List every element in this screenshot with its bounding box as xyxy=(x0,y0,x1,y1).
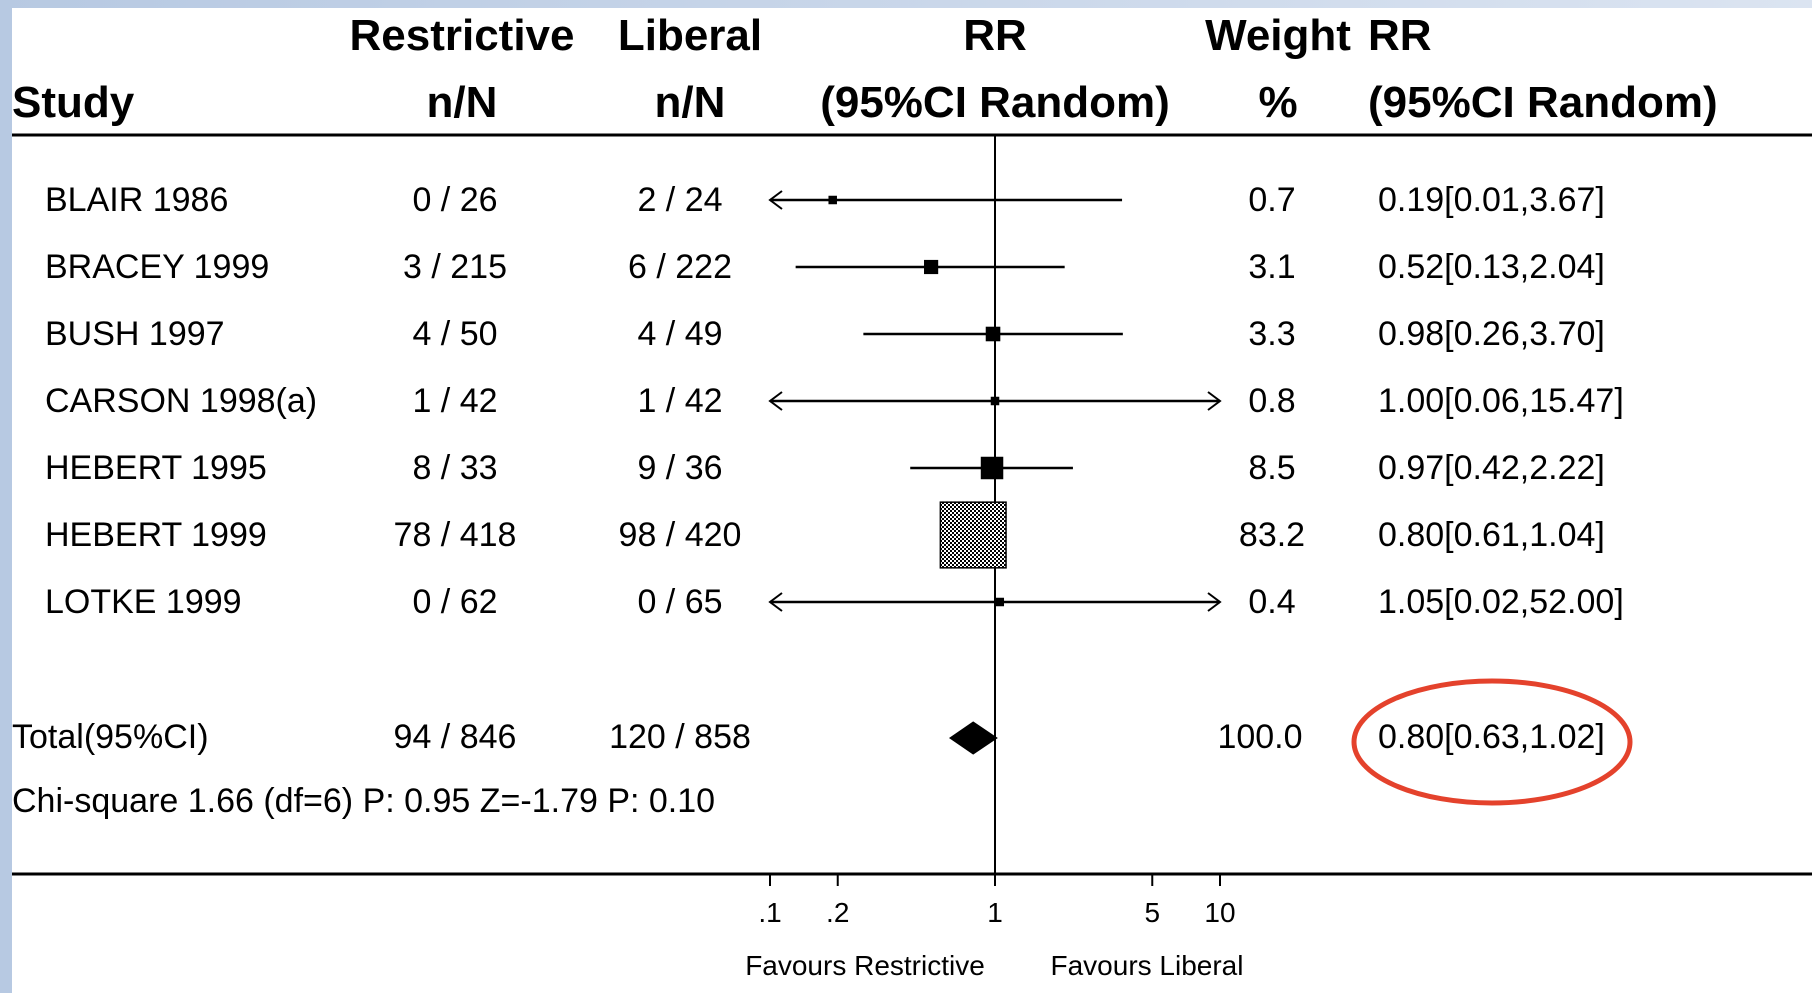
row-2: BUSH 1997 4 / 50 4 / 49 3.3 0.98[0.26,3.… xyxy=(45,315,1605,353)
x-tick-label: .2 xyxy=(826,897,849,928)
header-rr2: RR xyxy=(1368,11,1432,60)
heterogeneity-text: Chi-square 1.66 (df=6) P: 0.95 Z=-1.79 P… xyxy=(12,782,715,820)
study-name: LOTKE 1999 xyxy=(45,583,242,621)
weight-value: 3.3 xyxy=(1248,315,1295,353)
favours-liberal-label: Favours Liberal xyxy=(1051,950,1244,981)
point-estimate-box xyxy=(995,597,1005,607)
point-estimate-box xyxy=(939,501,1007,569)
restrictive-count: 3 / 215 xyxy=(403,248,507,286)
forest-plot-panel xyxy=(12,8,1812,993)
rr-ci-text: 0.19[0.01,3.67] xyxy=(1378,181,1605,219)
total-restrictive-count: 94 / 846 xyxy=(394,718,517,756)
study-name: BLAIR 1986 xyxy=(45,181,228,219)
ci-right-arrow xyxy=(1207,391,1222,411)
liberal-count: 9 / 36 xyxy=(637,449,722,487)
total-rr-ci-text: 0.80[0.63,1.02] xyxy=(1378,718,1605,756)
liberal-count: 4 / 49 xyxy=(637,315,722,353)
favours-restrictive-label: Favours Restrictive xyxy=(745,950,985,981)
study-name: HEBERT 1999 xyxy=(45,516,267,554)
liberal-count: 2 / 24 xyxy=(637,181,722,219)
rr-ci-text: 0.97[0.42,2.22] xyxy=(1378,449,1605,487)
header-rr2-sub: (95%CI Random) xyxy=(1368,78,1718,127)
point-estimate-box xyxy=(980,456,1004,480)
restrictive-count: 4 / 50 xyxy=(412,315,497,353)
total-weight: 100.0 xyxy=(1217,718,1302,756)
restrictive-count: 1 / 42 xyxy=(412,382,497,420)
row-0: BLAIR 1986 0 / 26 2 / 24 0.7 0.19[0.01,3… xyxy=(45,181,1605,219)
weight-value: 3.1 xyxy=(1248,248,1295,286)
x-tick-label: 5 xyxy=(1144,897,1160,928)
header-study: Study xyxy=(12,78,135,127)
point-estimate-box xyxy=(924,259,939,275)
total-row: Total(95%CI) 94 / 846 120 / 858 100.0 0.… xyxy=(12,718,1605,756)
rr-ci-text: 0.80[0.61,1.04] xyxy=(1378,516,1605,554)
liberal-count: 6 / 222 xyxy=(628,248,732,286)
ci-right-arrow xyxy=(1207,592,1222,612)
restrictive-count: 8 / 33 xyxy=(412,449,497,487)
weight-value: 83.2 xyxy=(1239,516,1305,554)
point-estimate-box xyxy=(990,396,1000,406)
row-5: HEBERT 1999 78 / 418 98 / 420 83.2 0.80[… xyxy=(45,516,1605,554)
row-4: HEBERT 1995 8 / 33 9 / 36 8.5 0.97[0.42,… xyxy=(45,449,1605,487)
liberal-count: 98 / 420 xyxy=(619,516,742,554)
header-restrictive-sub: n/N xyxy=(427,78,498,127)
rr-ci-text: 1.00[0.06,15.47] xyxy=(1378,382,1624,420)
study-name: CARSON 1998(a) xyxy=(45,382,317,420)
header-weight: Weight xyxy=(1205,11,1351,60)
study-name: HEBERT 1995 xyxy=(45,449,267,487)
highlight-circle xyxy=(1351,678,1633,806)
rr-ci-text: 0.52[0.13,2.04] xyxy=(1378,248,1605,286)
weight-value: 0.4 xyxy=(1248,583,1295,621)
weight-value: 8.5 xyxy=(1248,449,1295,487)
study-marks xyxy=(768,190,1222,755)
row-6: LOTKE 1999 0 / 62 0 / 65 0.4 1.05[0.02,5… xyxy=(45,583,1624,621)
header-liberal: Liberal xyxy=(618,11,762,60)
header-rr: RR xyxy=(963,11,1027,60)
total-liberal-count: 120 / 858 xyxy=(609,718,751,756)
study-name: BUSH 1997 xyxy=(45,315,225,353)
x-axis: .1 .2 1 5 10 xyxy=(758,874,1236,928)
x-tick-label: .1 xyxy=(758,897,781,928)
pooled-diamond xyxy=(948,721,998,755)
row-1: BRACEY 1999 3 / 215 6 / 222 3.1 0.52[0.1… xyxy=(45,248,1605,286)
x-tick-label: 10 xyxy=(1204,897,1235,928)
total-label: Total(95%CI) xyxy=(12,718,209,756)
restrictive-count: 0 / 26 xyxy=(412,181,497,219)
header-restrictive: Restrictive xyxy=(349,11,574,60)
weight-value: 0.8 xyxy=(1248,382,1295,420)
restrictive-count: 78 / 418 xyxy=(394,516,517,554)
ci-left-arrow xyxy=(768,592,783,612)
liberal-count: 0 / 65 xyxy=(637,583,722,621)
rr-ci-text: 0.98[0.26,3.70] xyxy=(1378,315,1605,353)
restrictive-count: 0 / 62 xyxy=(412,583,497,621)
row-3: CARSON 1998(a) 1 / 42 1 / 42 0.8 1.00[0.… xyxy=(45,382,1624,420)
weight-value: 0.7 xyxy=(1248,181,1295,219)
rr-ci-text: 1.05[0.02,52.00] xyxy=(1378,583,1624,621)
liberal-count: 1 / 42 xyxy=(637,382,722,420)
x-tick-label: 1 xyxy=(987,897,1003,928)
header-rr-sub: (95%CI Random) xyxy=(820,78,1170,127)
ci-left-arrow xyxy=(768,391,783,411)
point-estimate-box xyxy=(985,326,1001,342)
ci-left-arrow xyxy=(768,190,783,210)
header-liberal-sub: n/N xyxy=(655,78,726,127)
point-estimate-box xyxy=(828,195,837,205)
header-weight-sub: % xyxy=(1258,78,1297,127)
study-name: BRACEY 1999 xyxy=(45,248,269,286)
